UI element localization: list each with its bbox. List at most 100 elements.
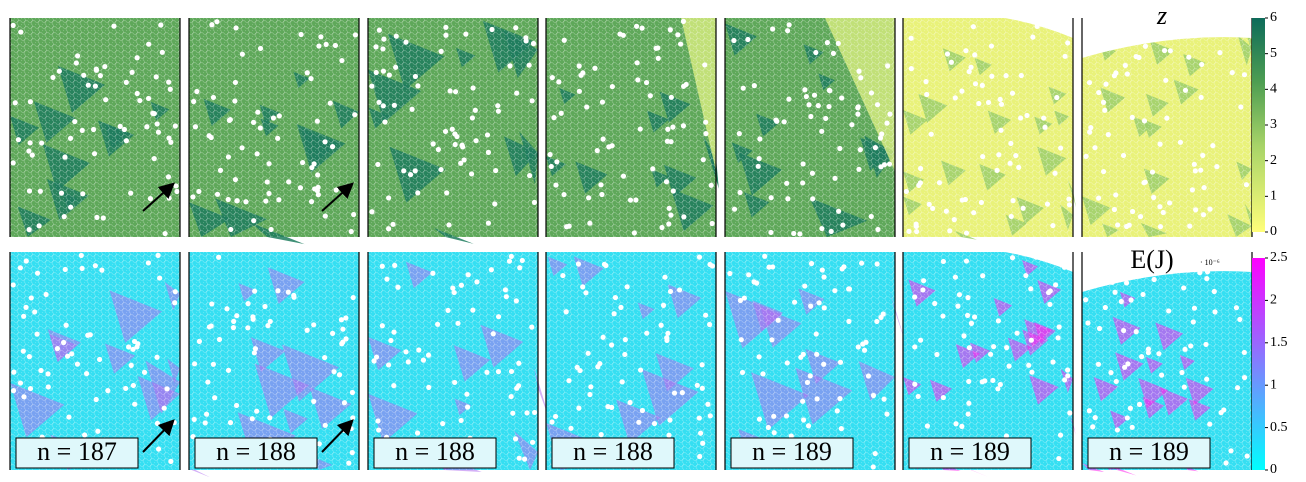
vacancy (266, 191, 271, 196)
vacancy (95, 429, 100, 434)
vacancy (838, 360, 843, 365)
vacancy (392, 263, 397, 268)
vacancy (681, 123, 686, 128)
vacancy (266, 161, 271, 166)
vacancy (1179, 370, 1184, 375)
vacancy (862, 348, 867, 353)
vacancy (26, 148, 31, 153)
vacancy (972, 314, 977, 319)
vacancy (887, 161, 892, 166)
panel (725, 18, 895, 237)
vacancy (474, 279, 479, 284)
vacancy (435, 322, 440, 327)
vacancy (86, 83, 91, 88)
vacancy (452, 131, 457, 136)
vacancy (662, 275, 667, 280)
panel (189, 18, 359, 244)
vacancy (965, 313, 970, 318)
vacancy (832, 176, 837, 181)
vacancy (964, 258, 969, 263)
vacancy (855, 112, 860, 117)
vacancy (964, 230, 969, 235)
vacancy (473, 108, 478, 113)
vacancy (1188, 343, 1193, 348)
vacancy (253, 346, 258, 351)
vacancy (1010, 255, 1015, 260)
vacancy (1055, 335, 1060, 340)
vacancy (625, 284, 630, 289)
vacancy (413, 168, 418, 173)
panel: n = 187 (10, 252, 180, 470)
vacancy (390, 222, 395, 227)
vacancy (1187, 224, 1192, 229)
vacancy (350, 390, 355, 395)
colorbar-tick-label: 0 (1270, 462, 1277, 477)
vacancy (1092, 145, 1097, 150)
vacancy (839, 95, 844, 100)
vacancy (634, 24, 639, 29)
vacancy (386, 226, 391, 231)
vacancy (44, 292, 49, 297)
vacancy (39, 140, 44, 145)
vacancy (211, 362, 216, 367)
vacancy (215, 192, 220, 197)
vacancy (860, 341, 865, 346)
vacancy (88, 332, 93, 337)
vacancy (584, 104, 589, 109)
vacancy (464, 392, 469, 397)
vacancy (1083, 154, 1088, 159)
vacancy (381, 103, 386, 108)
vacancy (190, 194, 195, 199)
vacancy (668, 213, 673, 218)
vacancy (710, 263, 715, 268)
vacancy (1030, 35, 1035, 40)
vacancy (322, 139, 327, 144)
vacancy (871, 464, 876, 469)
vacancy (80, 128, 85, 133)
vacancy (849, 122, 854, 127)
vacancy (1004, 345, 1009, 350)
vacancy (59, 191, 64, 196)
vacancy (118, 124, 123, 129)
vacancy (547, 152, 552, 157)
vacancy (1130, 209, 1135, 214)
vacancy (669, 95, 674, 100)
vacancy (495, 103, 500, 108)
vacancy (124, 80, 129, 85)
vacancy (661, 303, 666, 308)
vacancy (707, 322, 712, 327)
vacancy (980, 273, 985, 278)
vacancy (1212, 289, 1217, 294)
vacancy (375, 162, 380, 167)
vacancy (158, 22, 163, 27)
vacancy (1065, 40, 1070, 45)
vacancy (286, 179, 291, 184)
vacancy (678, 41, 683, 46)
vacancy (1156, 351, 1161, 356)
vacancy (443, 129, 448, 134)
vacancy (162, 406, 167, 411)
vacancy (324, 42, 329, 47)
vacancy (62, 155, 67, 160)
panel: n = 189 (903, 248, 1076, 477)
vacancy (727, 271, 732, 276)
vacancy (681, 19, 686, 24)
vacancy (391, 330, 396, 335)
vacancy (1157, 204, 1162, 209)
vacancy (666, 221, 671, 226)
vacancy (840, 266, 845, 271)
vacancy (489, 267, 494, 272)
vacancy (263, 198, 268, 203)
vacancy (587, 392, 592, 397)
vacancy (837, 396, 842, 401)
vacancy (675, 32, 680, 37)
vacancy (436, 147, 441, 152)
vacancy (61, 340, 66, 345)
vacancy (309, 199, 314, 204)
vacancy (470, 115, 475, 120)
vacancy (426, 353, 431, 358)
vacancy (129, 363, 134, 368)
vacancy (1121, 153, 1126, 158)
vacancy (384, 277, 389, 282)
vacancy (1193, 207, 1198, 212)
